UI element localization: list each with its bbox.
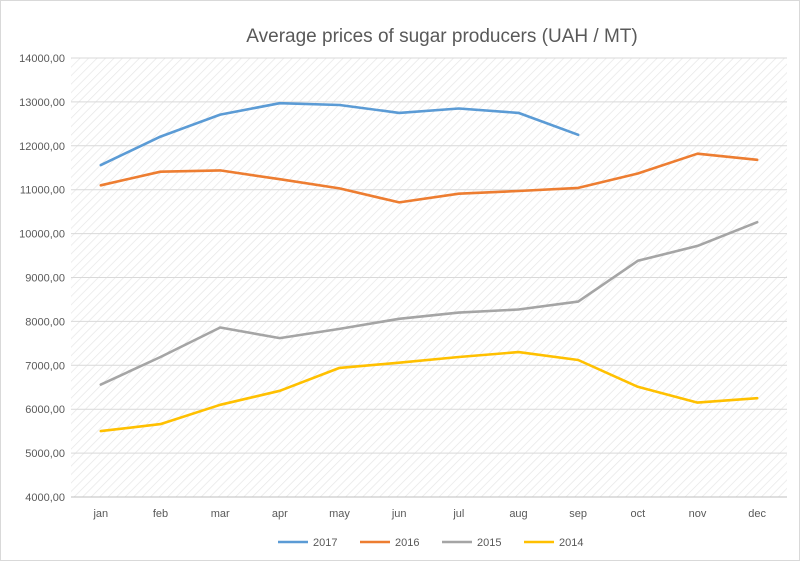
x-tick-label: apr	[272, 508, 288, 520]
series-line-2014	[99, 350, 759, 433]
y-tick-label: 12000,00	[19, 141, 65, 153]
legend-label-2016: 2016	[395, 537, 419, 549]
y-tick-label: 8000,00	[25, 316, 65, 328]
legend-label-2014: 2014	[559, 537, 583, 549]
series-line-2016	[99, 152, 759, 204]
y-tick-label: 7000,00	[25, 360, 65, 372]
y-tick-label: 9000,00	[25, 273, 65, 285]
legend-label-2017: 2017	[313, 537, 337, 549]
series-line-2017	[99, 101, 580, 167]
legend: 2017 2016 2015 2014	[278, 537, 583, 549]
x-tick-label: mar	[211, 508, 230, 520]
x-tick-label: may	[329, 508, 350, 520]
y-tick-label: 6000,00	[25, 404, 65, 416]
x-tick-label: jul	[452, 508, 464, 520]
x-tick-label: oct	[630, 508, 645, 520]
series-line-2015	[99, 220, 759, 386]
x-tick-label: feb	[153, 508, 168, 520]
y-tick-label: 13000,00	[19, 97, 65, 109]
x-tick-label: dec	[748, 508, 766, 520]
x-axis-tick-labels: jan feb mar apr may jun jul aug sep oct nov dec	[92, 508, 766, 520]
x-tick-label: sep	[569, 508, 587, 520]
legend-label-2015: 2015	[477, 537, 501, 549]
y-tick-label: 11000,00	[20, 185, 65, 197]
chart-title: Average prices of sugar producers (UAH /…	[246, 26, 637, 47]
gridlines	[71, 57, 787, 498]
x-tick-label: nov	[689, 508, 707, 520]
x-tick-label: jun	[391, 508, 407, 520]
y-tick-label: 5000,00	[25, 448, 65, 460]
y-tick-label: 4000,00	[25, 492, 65, 504]
series-lines	[99, 101, 759, 433]
y-tick-label: 10000,00	[19, 229, 65, 241]
x-tick-label: jan	[92, 508, 108, 520]
x-tick-label: aug	[509, 508, 527, 520]
y-axis-tick-labels: 4000,00 5000,00 6000,00 7000,00 8000,00 9000,…	[19, 53, 65, 504]
y-tick-label: 14000,00	[19, 53, 65, 65]
